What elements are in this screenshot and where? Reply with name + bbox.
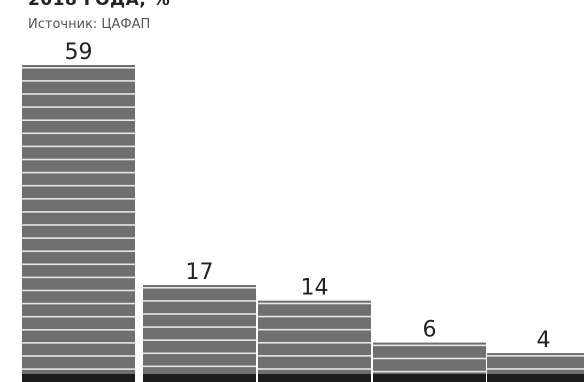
bar-value-label-2: 17: [186, 260, 214, 285]
bar-stripe: [258, 368, 371, 370]
bar-group-4: 6: [373, 318, 486, 382]
bar-stripe: [143, 300, 256, 302]
chart-title: 2018 ГОДА, %: [28, 0, 171, 10]
bar-stripe: [22, 329, 135, 331]
bar-stripe: [22, 198, 135, 200]
bar-stripe: [22, 355, 135, 357]
bar-value-label-4: 6: [423, 318, 437, 343]
bar-stripe: [373, 370, 486, 373]
bar-stripe: [143, 326, 256, 328]
bar-value-label-3: 14: [301, 276, 329, 301]
bar-stripe: [22, 224, 135, 226]
bar-stripe: [22, 158, 135, 161]
bar-stripe: [22, 276, 135, 279]
bar-stripe: [22, 250, 135, 252]
bar-stripe: [22, 263, 135, 266]
bar-stripe: [22, 80, 135, 82]
bar-stripe: [258, 302, 371, 305]
bar-stripe: [22, 302, 135, 305]
bar-stripe: [22, 106, 135, 108]
chart-source: Источник: ЦАФАП: [28, 17, 151, 32]
bar-stripe: [487, 355, 584, 357]
bar-stripe: [22, 315, 135, 318]
bar-stripe: [22, 67, 135, 69]
bar-stripe: [22, 289, 135, 292]
bar-stripe: [22, 119, 135, 121]
bar-base-3: [258, 374, 371, 382]
bar-stripe: [373, 357, 486, 360]
bar-group-5: 4: [487, 328, 584, 382]
bar-stripe: [22, 145, 135, 148]
bar-base-2: [143, 374, 256, 382]
bar-stripe: [258, 341, 371, 344]
bar-base-4: [373, 374, 486, 382]
bar-stripe: [22, 368, 135, 370]
bar-stripe: [258, 328, 371, 331]
bar-1: [22, 65, 135, 374]
bar-stripe: [143, 352, 256, 355]
bar-stripe: [22, 171, 135, 174]
bar-group-2: 17: [143, 260, 256, 382]
bar-stripe: [143, 339, 256, 341]
bar-base-5: [487, 374, 584, 382]
bar-stripe: [143, 286, 256, 289]
bar-stripe: [487, 368, 584, 370]
bar-value-label-5: 4: [537, 328, 551, 353]
bar-stripe: [22, 132, 135, 135]
bar-value-label-1: 59: [65, 40, 93, 65]
bar-stripe: [258, 315, 371, 318]
bar-3: [258, 300, 371, 374]
bar-stripe: [22, 237, 135, 239]
bar-stripe: [143, 313, 256, 315]
bar-stripe: [22, 93, 135, 95]
bar-base-1: [22, 374, 135, 382]
bar-2: [143, 284, 256, 374]
bar-stripe: [22, 211, 135, 213]
bar-group-3: 14: [258, 276, 371, 382]
bar-stripe: [22, 342, 135, 344]
bar-stripe: [258, 355, 371, 357]
bar-stripe: [22, 184, 135, 187]
bar-group-1: 59: [22, 40, 135, 382]
bar-stripe: [143, 365, 256, 368]
bar-stripe: [373, 344, 486, 347]
